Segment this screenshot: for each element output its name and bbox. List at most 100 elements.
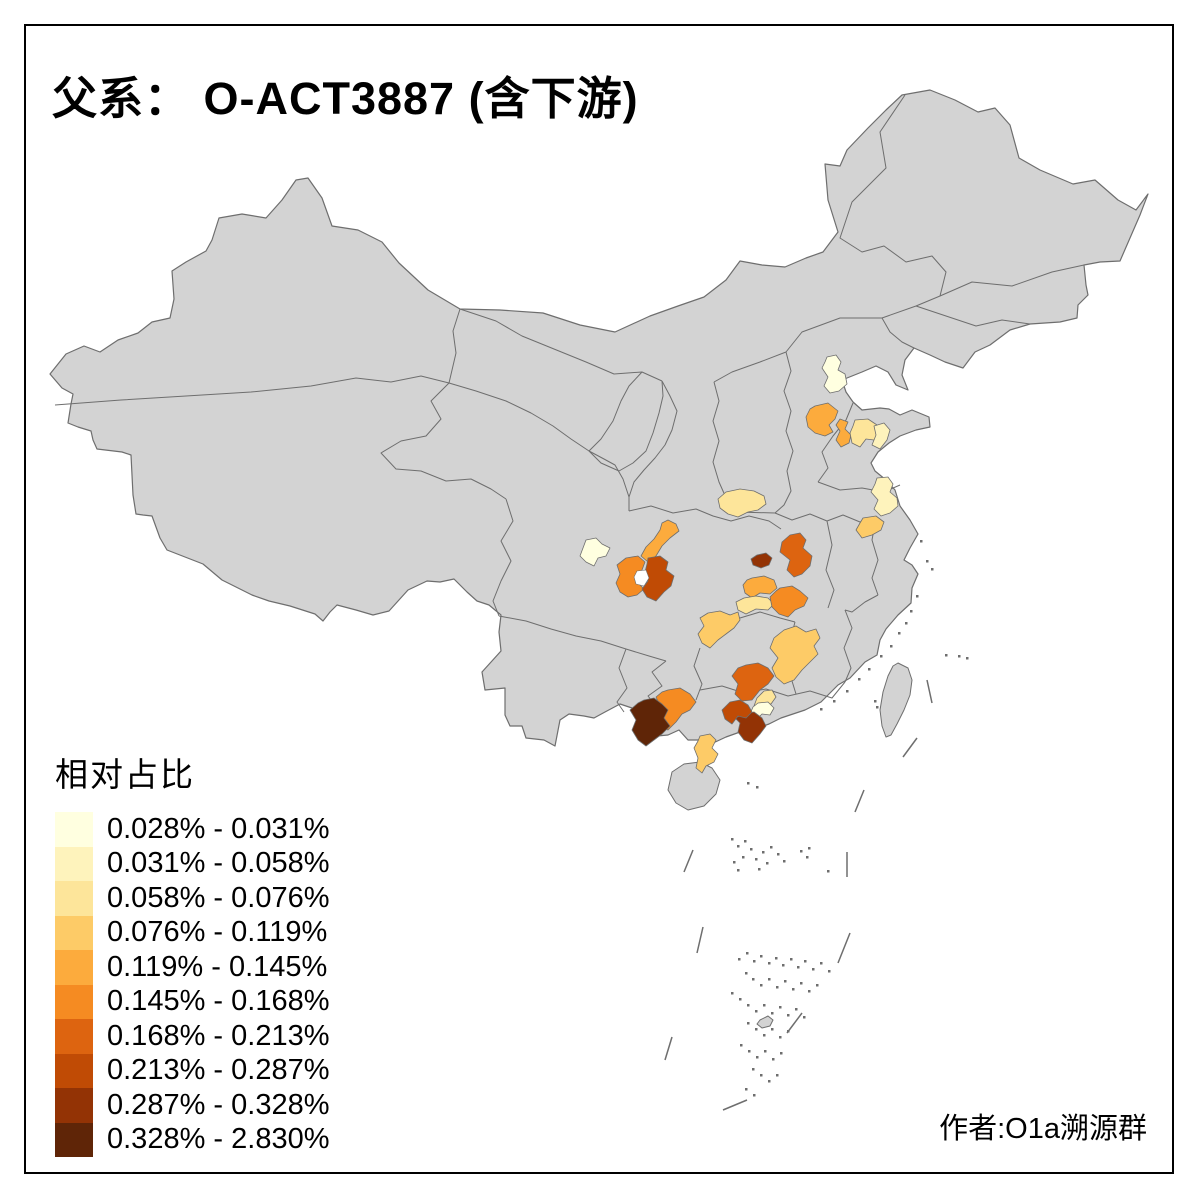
sea-boundary-dash-6 [837, 932, 851, 964]
legend-row-10: 0.328% - 2.830% [55, 1122, 329, 1157]
coastal-islet-8 [890, 645, 893, 648]
legend-row-9: 0.287% - 0.328% [55, 1088, 329, 1123]
province-border-12 [492, 498, 514, 617]
region-west-sichuan [579, 537, 611, 567]
coastal-islet-12 [846, 690, 849, 693]
legend-row-1: 0.028% - 0.031% [55, 812, 329, 847]
spratly-islet-26 [747, 1004, 750, 1007]
paracel-islet-11 [766, 862, 769, 865]
legend-row-3: 0.058% - 0.076% [55, 881, 329, 916]
province-border-26 [843, 609, 853, 683]
province-border-27 [699, 681, 846, 699]
region-south-hebei-east [835, 418, 852, 448]
legend-swatch-10 [55, 1122, 93, 1157]
spratly-islet-19 [784, 980, 787, 983]
region-north-hubei [742, 575, 778, 599]
spratly-islet-1 [738, 958, 741, 961]
spratly-islet-41 [748, 1050, 751, 1053]
sea-boundary-dash-3 [696, 926, 704, 954]
sea-boundary-dash-4 [664, 1036, 673, 1061]
spratly-islet-22 [808, 990, 811, 993]
paracel-islet-10 [777, 853, 780, 856]
spratly-islet-7 [782, 964, 785, 967]
province-border-14 [628, 505, 782, 530]
page-title: 父系： O-ACT3887 (含下游) [52, 73, 639, 124]
paracel-islet-1 [731, 838, 734, 841]
region-north-guangdong [731, 662, 775, 702]
spratly-islet-38 [779, 1036, 782, 1039]
spratly-islet-32 [795, 1008, 798, 1011]
coastal-islet-18 [958, 655, 961, 658]
region-chengdu-west [615, 555, 646, 598]
spratly-islet-44 [772, 1058, 775, 1061]
spratly-islet-21 [800, 982, 803, 985]
province-border-6 [588, 371, 664, 472]
spratly-islet-42 [756, 1056, 759, 1059]
coastal-islet-20 [747, 782, 750, 785]
province-border-22 [825, 520, 835, 609]
legend-row-6: 0.145% - 0.168% [55, 984, 330, 1019]
region-guangzhou-area [734, 711, 767, 744]
spratly-islet-34 [747, 1022, 750, 1025]
south-china-sea-island [756, 1015, 774, 1029]
paracel-islet-8 [762, 851, 765, 854]
legend-row-5: 0.119% - 0.145% [55, 950, 329, 985]
spratly-islet-4 [760, 955, 763, 958]
spratly-islet-37 [771, 1028, 774, 1031]
spratly-islet-43 [764, 1050, 767, 1053]
province-border-16 [774, 351, 794, 514]
legend-row-7: 0.168% - 0.213% [55, 1019, 329, 1054]
coastal-islet-19 [966, 657, 969, 660]
legend-row-8: 0.213% - 0.287% [55, 1053, 329, 1088]
region-east-hubei [769, 585, 809, 618]
coastal-islet-6 [905, 622, 908, 625]
spratly-islet-30 [779, 1006, 782, 1009]
coastal-islet-16 [876, 706, 879, 709]
spratly-islet-48 [768, 1080, 771, 1083]
province-border-4 [881, 317, 915, 349]
region-leizhou-peninsula [693, 733, 719, 774]
plot-border-frame [24, 24, 1174, 1174]
coastal-islet-7 [898, 632, 901, 635]
spratly-islet-9 [797, 966, 800, 969]
spratly-islet-18 [776, 986, 779, 989]
coastal-islet-23 [827, 870, 830, 873]
region-central-shandong [871, 422, 891, 450]
spratly-islet-46 [752, 1068, 755, 1071]
coastal-islet-1 [920, 540, 923, 543]
paracel-islet-15 [800, 850, 803, 853]
legend-swatch-5 [55, 950, 93, 985]
spratly-islet-8 [790, 958, 793, 961]
spratly-islet-5 [768, 962, 771, 965]
coastal-islet-3 [931, 568, 934, 571]
spratly-islet-23 [816, 984, 819, 987]
region-chongqing-area [697, 610, 741, 649]
province-border-2 [939, 264, 1085, 297]
region-beijing-area [821, 354, 848, 394]
spratly-islet-36 [763, 1034, 766, 1037]
legend-label-6: 0.145% - 0.168% [107, 985, 330, 1018]
province-border-9 [380, 382, 507, 500]
province-border-30 [616, 648, 628, 713]
spratly-islet-17 [768, 978, 771, 981]
spratly-islet-10 [804, 960, 807, 963]
spratly-islet-35 [755, 1028, 758, 1031]
province-border-10 [448, 382, 590, 452]
coastal-islet-17 [945, 654, 948, 657]
paracel-islet-9 [770, 846, 773, 849]
legend-label-9: 0.287% - 0.328% [107, 1088, 330, 1121]
legend-swatch-4 [55, 915, 93, 950]
sea-boundary-dash-8 [902, 737, 918, 758]
province-border-8 [448, 308, 461, 384]
spratly-islet-28 [763, 1004, 766, 1007]
region-south-henan [779, 532, 813, 578]
province-border-18 [817, 402, 854, 483]
spratly-islet-12 [820, 962, 823, 965]
coastal-islet-15 [874, 700, 877, 703]
legend-swatch-3 [55, 881, 93, 916]
paracel-islet-3 [744, 840, 747, 843]
legend-label-3: 0.058% - 0.076% [107, 881, 330, 914]
coastal-islet-21 [756, 786, 759, 789]
coastal-islet-14 [820, 708, 823, 711]
